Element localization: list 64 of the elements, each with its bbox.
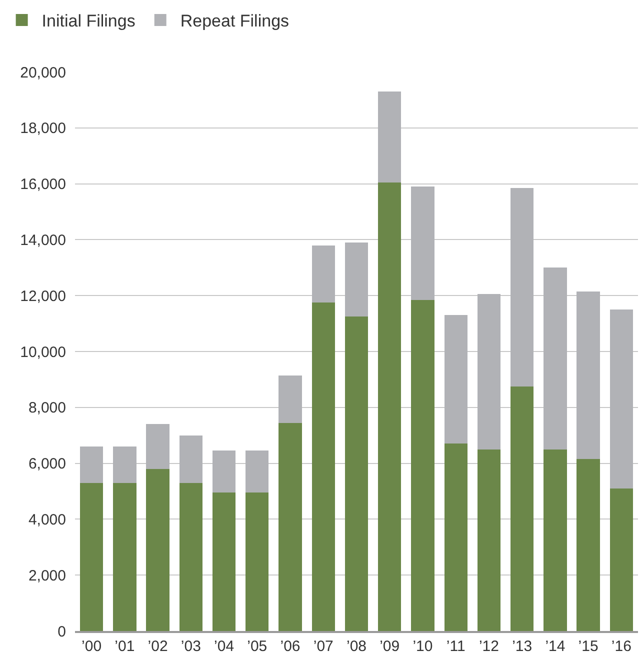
bar [477, 294, 501, 450]
y-tick-label: 12,000 [20, 288, 66, 305]
x-tick-label: ’14 [545, 638, 566, 655]
x-tick-label: ’09 [380, 638, 400, 655]
y-tick-label: 6,000 [28, 456, 66, 473]
x-tick-label: ’11 [446, 638, 466, 655]
legend-label: Initial Filings [42, 12, 136, 31]
bar [246, 492, 269, 631]
bar [576, 459, 600, 631]
x-tick-label: ’06 [280, 638, 300, 655]
bar [477, 449, 501, 631]
x-tick-label: ’08 [346, 638, 367, 655]
x-tick-label: ’04 [214, 638, 234, 655]
bar [246, 450, 269, 493]
bar [312, 245, 335, 303]
bar [510, 188, 534, 386]
bar [212, 450, 236, 493]
bar [179, 435, 202, 483]
bar [278, 375, 302, 423]
bar [378, 92, 402, 182]
x-tick-label: ’03 [180, 638, 201, 655]
x-tick-label: ’12 [478, 638, 499, 655]
y-tick-label: 18,000 [20, 120, 66, 138]
bar [146, 424, 170, 469]
legend-label: Repeat Filings [180, 12, 290, 31]
y-tick-label: 16,000 [20, 176, 66, 194]
bar [576, 291, 600, 460]
x-tick-label: ’10 [412, 638, 433, 655]
bar [544, 449, 567, 631]
x-tick-label: ’07 [313, 638, 334, 655]
y-tick-label: 0 [58, 623, 66, 640]
bar [444, 444, 468, 631]
bar [146, 468, 170, 631]
x-tick-label: ’15 [578, 638, 598, 655]
bar [411, 186, 434, 300]
bar [80, 482, 104, 631]
y-tick-label: 10,000 [20, 344, 66, 361]
bar [444, 315, 468, 444]
x-tick-label: ’16 [611, 638, 632, 655]
bar [278, 422, 302, 631]
bar [411, 300, 434, 631]
y-tick-label: 20,000 [20, 64, 66, 82]
bar [212, 492, 236, 631]
bar [610, 310, 634, 488]
bar [344, 242, 368, 317]
bar [378, 182, 402, 631]
bar [510, 386, 534, 631]
bar [312, 302, 335, 631]
x-tick-label: ’13 [512, 638, 532, 655]
bar [344, 316, 368, 631]
bar [80, 446, 104, 483]
x-tick-label: ’01 [114, 638, 135, 655]
x-tick-label: ’05 [247, 638, 268, 655]
bar [113, 446, 136, 483]
bar [544, 268, 567, 450]
y-tick-label: 4,000 [28, 511, 66, 528]
x-tick-label: ’02 [148, 638, 168, 655]
y-tick-label: 2,000 [28, 567, 66, 584]
bar [179, 482, 202, 631]
y-tick-label: 8,000 [28, 400, 66, 417]
x-tick-label: ’00 [82, 638, 102, 655]
bar [610, 488, 634, 631]
y-tick-label: 14,000 [20, 232, 66, 249]
bar [113, 482, 136, 631]
